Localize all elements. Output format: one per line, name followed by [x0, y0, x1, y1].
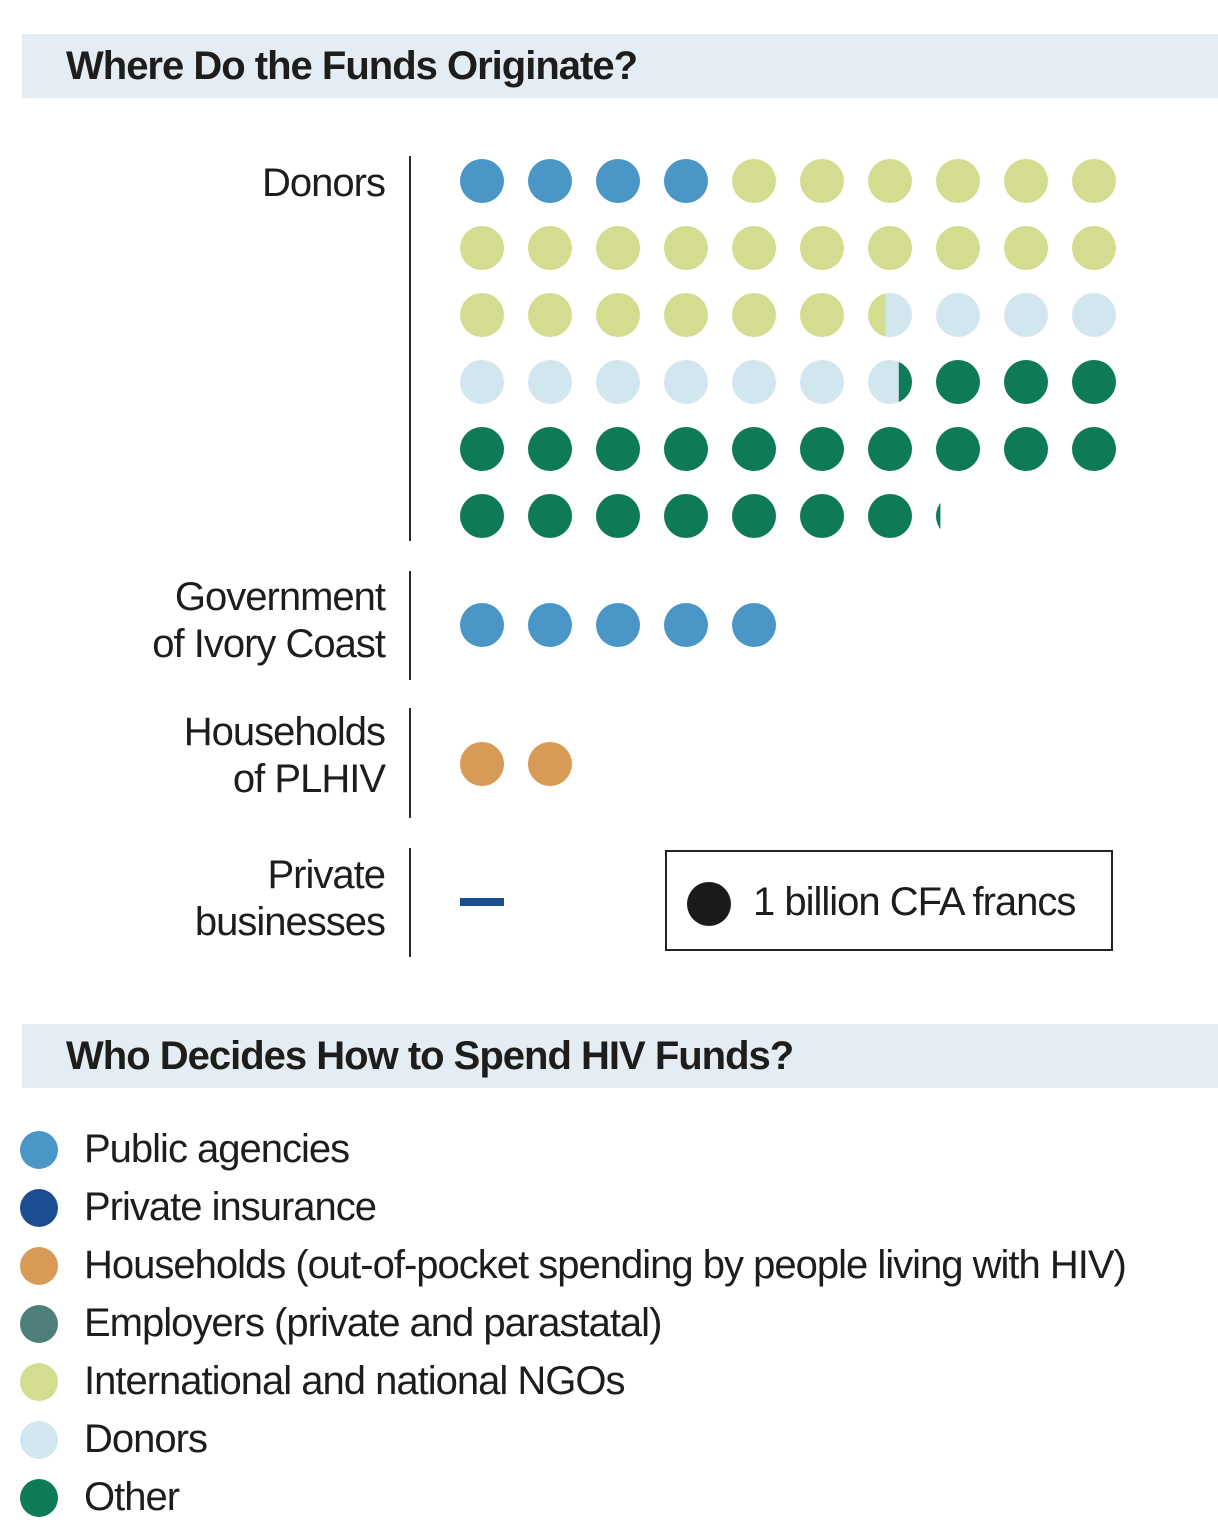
- dot-donors-other: [732, 427, 776, 471]
- dot-donors-other: [732, 494, 776, 538]
- dot-donors-donors: [460, 360, 504, 404]
- dot-donors-international-and-national-ngos: [1004, 159, 1048, 203]
- dot-donors-other: [664, 494, 708, 538]
- dot-donors-other: [1004, 360, 1048, 404]
- dot-donors-other: [936, 360, 980, 404]
- category-label-government-of-ivory-coast: of Ivory Coast: [152, 622, 386, 666]
- legend-label: Private insurance: [84, 1185, 377, 1229]
- dot-donors-donors: [800, 360, 844, 404]
- dot-donors-other: [596, 494, 640, 538]
- dot-donors-public-agencies: [664, 159, 708, 203]
- dot-donors-other: [868, 427, 912, 471]
- dot-donors-international-and-national-ngos: [732, 159, 776, 203]
- dot-government-of-ivory-coast-public-agencies: [528, 603, 572, 647]
- dot-donors-other: [528, 427, 572, 471]
- legend-swatch-donors: [20, 1421, 58, 1459]
- dot-donors-donors: [936, 293, 980, 337]
- dot-donors-international-and-national-ngos: [936, 159, 980, 203]
- dot-donors-international-and-national-ngos: [1072, 226, 1116, 270]
- category-label-private-businesses: businesses: [195, 900, 385, 944]
- dot-donors-donors: [885, 293, 912, 337]
- dot-donors-international-and-national-ngos: [1072, 159, 1116, 203]
- category-label-households-of-plhiv: of PLHIV: [233, 757, 386, 801]
- dot-donors-international-and-national-ngos: [732, 226, 776, 270]
- dot-donors-donors: [528, 360, 572, 404]
- dot-donors-other: [528, 494, 572, 538]
- category-label-donors: Donors: [262, 161, 385, 205]
- dot-donors-public-agencies: [596, 159, 640, 203]
- dot-private-businesses-private-insurance: [460, 898, 504, 906]
- dot-donors-donors: [664, 360, 708, 404]
- dot-donors-other: [460, 427, 504, 471]
- legend-swatch-private-insurance: [20, 1189, 58, 1227]
- dot-donors-public-agencies: [460, 159, 504, 203]
- dot-donors-international-and-national-ngos: [596, 293, 640, 337]
- dot-donors-international-and-national-ngos: [460, 226, 504, 270]
- section-title-who-decides: Who Decides How to Spend HIV Funds?: [66, 1034, 794, 1078]
- dot-donors-international-and-national-ngos: [868, 293, 886, 337]
- section-header-funds-origin: Where Do the Funds Originate?: [22, 34, 1218, 98]
- dot-donors-donors: [1004, 293, 1048, 337]
- dot-government-of-ivory-coast-public-agencies: [664, 603, 708, 647]
- dot-donors-other: [596, 427, 640, 471]
- legend-label: International and national NGOs: [84, 1359, 625, 1403]
- dot-donors-international-and-national-ngos: [800, 159, 844, 203]
- dot-donors-international-and-national-ngos: [936, 226, 980, 270]
- dot-donors-international-and-national-ngos: [460, 293, 504, 337]
- legend-label: Households (out-of-pocket spending by pe…: [84, 1243, 1127, 1287]
- dot-donors-donors: [732, 360, 776, 404]
- dot-donors-other: [1072, 427, 1116, 471]
- dot-donors-other: [868, 494, 912, 538]
- dot-donors-international-and-national-ngos: [868, 159, 912, 203]
- dot-government-of-ivory-coast-public-agencies: [596, 603, 640, 647]
- dot-donors-other: [1072, 360, 1116, 404]
- dot-donors-international-and-national-ngos: [596, 226, 640, 270]
- dot-donors-other: [936, 427, 980, 471]
- dot-donors-international-and-national-ngos: [868, 226, 912, 270]
- dot-government-of-ivory-coast-public-agencies: [732, 603, 776, 647]
- dot-donors-international-and-national-ngos: [1004, 226, 1048, 270]
- dot-donors-other: [460, 494, 504, 538]
- legend-swatch-public-agencies: [20, 1131, 58, 1169]
- dot-donors-international-and-national-ngos: [664, 226, 708, 270]
- dot-donors-donors: [868, 360, 899, 404]
- chart-title: Where Do the Funds Originate?: [66, 44, 638, 88]
- legend-label: Public agencies: [84, 1127, 350, 1171]
- dot-households-of-plhiv-households-out-of-pocket-spending-by-people-living-with-hiv: [528, 742, 572, 786]
- dot-donors-other: [800, 494, 844, 538]
- legend-swatch-employers-private-and-parastatal: [20, 1305, 58, 1343]
- dot-donors-other: [898, 361, 912, 403]
- dot-donors-public-agencies: [528, 159, 572, 203]
- section-header-who-decides: Who Decides How to Spend HIV Funds?: [22, 1024, 1218, 1088]
- dot-donors-international-and-national-ngos: [800, 293, 844, 337]
- dot-government-of-ivory-coast-public-agencies: [460, 603, 504, 647]
- category-label-private-businesses: Private: [268, 853, 386, 897]
- dot-donors-other: [800, 427, 844, 471]
- dot-donors-international-and-national-ngos: [528, 226, 572, 270]
- legend-swatch-international-and-national-ngos: [20, 1363, 58, 1401]
- category-label-households-of-plhiv: Households: [184, 710, 385, 754]
- dot-donors-donors: [1072, 293, 1116, 337]
- dot-households-of-plhiv-households-out-of-pocket-spending-by-people-living-with-hiv: [460, 742, 504, 786]
- dot-donors-international-and-national-ngos: [732, 293, 776, 337]
- legend-label: Employers (private and parastatal): [84, 1301, 662, 1345]
- unit-key: 1 billion CFA francs: [665, 850, 1113, 951]
- dot-donors-other: [664, 427, 708, 471]
- legend-label: Donors: [84, 1417, 208, 1461]
- legend-label: Other: [84, 1475, 180, 1519]
- legend-swatch-other: [20, 1479, 58, 1517]
- unit-key-dot: [687, 882, 731, 926]
- dot-donors-international-and-national-ngos: [664, 293, 708, 337]
- dot-donors-international-and-national-ngos: [800, 226, 844, 270]
- dot-donors-other: [1004, 427, 1048, 471]
- category-label-government-of-ivory-coast: Government: [175, 575, 386, 619]
- dot-donors-donors: [596, 360, 640, 404]
- legend-swatch-households-out-of-pocket-spending-by-people-living-with-hiv: [20, 1247, 58, 1285]
- dot-donors-international-and-national-ngos: [528, 293, 572, 337]
- dot-donors-other: [936, 502, 941, 530]
- unit-key-label: 1 billion CFA francs: [753, 880, 1076, 924]
